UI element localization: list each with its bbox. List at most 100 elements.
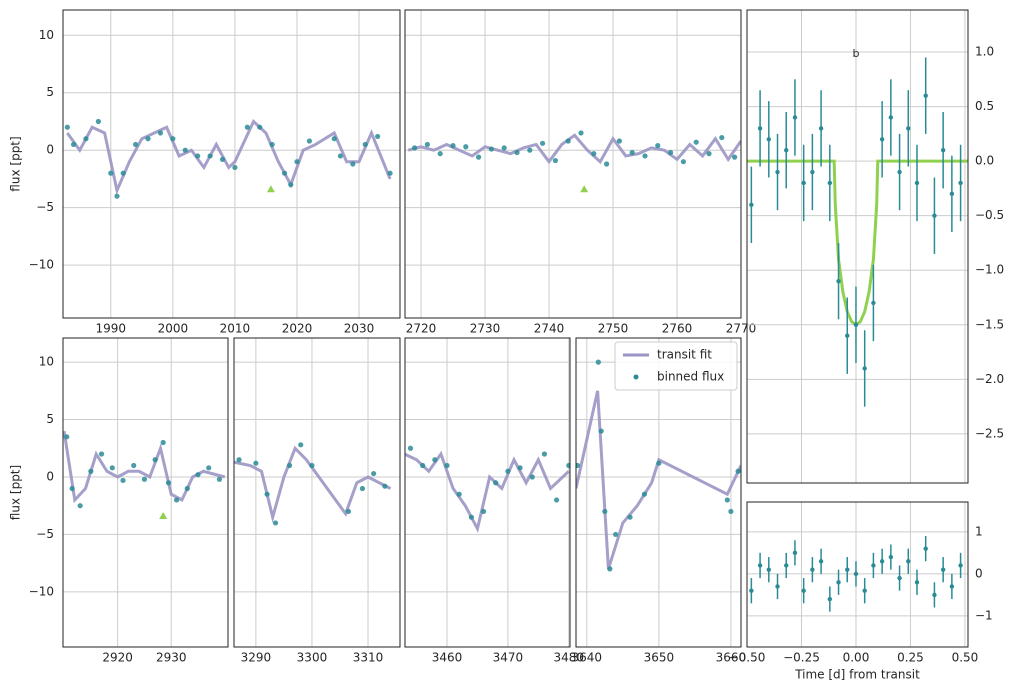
y-tick-label: −2.5 bbox=[975, 426, 1004, 440]
transit-fit-line bbox=[234, 445, 392, 524]
binned-point bbox=[862, 588, 867, 593]
binned-flux-point bbox=[529, 474, 535, 480]
binned-flux-point bbox=[576, 462, 581, 469]
panel-frame bbox=[575, 337, 742, 648]
y-tick-label: −1.0 bbox=[975, 263, 1004, 277]
x-tick-label: 2750 bbox=[598, 322, 629, 336]
panel bbox=[63, 10, 400, 318]
binned-flux-point bbox=[337, 153, 344, 159]
binned-point bbox=[949, 191, 955, 197]
binned-flux-point bbox=[655, 143, 661, 149]
binned-point bbox=[879, 137, 885, 142]
y-axis-label: flux [ppt] bbox=[9, 136, 23, 191]
binned-flux-point bbox=[173, 497, 180, 503]
binned-flux-point bbox=[195, 472, 201, 478]
x-tick-label: 0.00 bbox=[843, 651, 870, 665]
x-tick-label: 0.50 bbox=[952, 651, 979, 665]
binned-point bbox=[810, 169, 815, 175]
y-tick-label: 10 bbox=[39, 28, 54, 42]
binned-flux-point bbox=[350, 161, 356, 167]
binned-point bbox=[958, 180, 963, 186]
binned-flux-point bbox=[88, 468, 94, 474]
x-tick-label: 0.25 bbox=[897, 651, 924, 665]
binned-flux-point bbox=[407, 445, 414, 451]
binned-point bbox=[940, 148, 946, 153]
binned-flux-point bbox=[706, 151, 712, 157]
binned-flux-point bbox=[432, 457, 438, 463]
binned-flux-point bbox=[468, 514, 474, 520]
binned-flux-point bbox=[450, 143, 456, 149]
binned-point bbox=[757, 563, 763, 568]
x-tick-label: 2020 bbox=[282, 322, 313, 336]
x-tick-label: 2010 bbox=[220, 322, 251, 336]
binned-flux-point bbox=[456, 491, 462, 497]
y-tick-label: 0.0 bbox=[975, 154, 994, 168]
binned-flux-point bbox=[108, 170, 114, 176]
planet-label: b bbox=[852, 47, 859, 60]
binned-flux-point bbox=[554, 497, 560, 503]
binned-point bbox=[906, 559, 911, 564]
panel-frame bbox=[746, 9, 969, 484]
binned-point bbox=[897, 575, 902, 581]
binned-flux-point bbox=[598, 428, 604, 434]
binned-point bbox=[784, 148, 789, 153]
binned-point bbox=[836, 580, 841, 585]
binned-flux-point bbox=[272, 520, 279, 526]
binned-point bbox=[906, 126, 911, 131]
binned-point bbox=[871, 563, 876, 568]
binned-flux-point bbox=[70, 141, 77, 148]
x-tick-label: 3660 bbox=[716, 651, 747, 665]
y-tick-label: 5 bbox=[46, 412, 54, 426]
y-tick-label: 1.0 bbox=[975, 45, 994, 59]
binned-point bbox=[879, 559, 885, 564]
binned-flux-point bbox=[345, 508, 352, 515]
binned-point bbox=[827, 180, 833, 186]
binned-flux-point bbox=[517, 465, 523, 471]
binned-flux-point bbox=[680, 159, 687, 165]
binned-flux-point bbox=[244, 124, 250, 130]
y-tick-label: 1 bbox=[975, 524, 983, 538]
binned-point bbox=[862, 366, 867, 371]
binned-flux-point bbox=[281, 170, 288, 176]
binned-flux-point bbox=[286, 462, 293, 469]
transit-fit-line bbox=[405, 450, 570, 533]
binned-flux-point bbox=[412, 145, 418, 151]
binned-flux-point bbox=[719, 134, 725, 141]
panel-frame bbox=[62, 337, 229, 648]
binned-flux-point bbox=[604, 161, 610, 167]
panel-frame bbox=[404, 337, 571, 648]
binned-flux-point bbox=[724, 497, 730, 503]
binned-flux-point bbox=[184, 485, 190, 492]
binned-flux-point bbox=[480, 508, 487, 515]
binned-flux-point bbox=[602, 508, 608, 515]
panel-frame bbox=[62, 9, 401, 319]
binned-flux-point bbox=[627, 514, 633, 520]
binned-point bbox=[914, 180, 920, 186]
binned-point bbox=[871, 300, 876, 306]
binned-point bbox=[853, 322, 859, 327]
binned-flux-point bbox=[578, 130, 584, 136]
binned-flux-point bbox=[424, 141, 430, 148]
binned-flux-point bbox=[269, 141, 275, 148]
binned-flux-point bbox=[77, 503, 83, 509]
x-tick-label: 2720 bbox=[406, 322, 437, 336]
binned-flux-point bbox=[165, 480, 172, 486]
binned-flux-point bbox=[493, 480, 499, 486]
panel-frame bbox=[404, 9, 742, 319]
y-tick-label: −0.5 bbox=[975, 208, 1004, 222]
binned-flux-point bbox=[64, 434, 70, 440]
binned-flux-point bbox=[541, 451, 548, 457]
x-tick-label: 2930 bbox=[156, 651, 187, 665]
y-tick-label: −10 bbox=[29, 258, 54, 272]
binned-flux-point bbox=[607, 566, 613, 572]
binned-point bbox=[949, 584, 955, 589]
binned-point bbox=[836, 278, 841, 284]
binned-flux-point bbox=[98, 451, 105, 457]
binned-flux-point bbox=[552, 157, 559, 164]
binned-flux-point bbox=[476, 154, 482, 160]
binned-point bbox=[801, 588, 806, 593]
binned-flux-point bbox=[501, 145, 507, 151]
y-tick-label: −2.0 bbox=[975, 372, 1004, 386]
binned-flux-point bbox=[64, 124, 70, 130]
binned-flux-point bbox=[371, 470, 377, 477]
